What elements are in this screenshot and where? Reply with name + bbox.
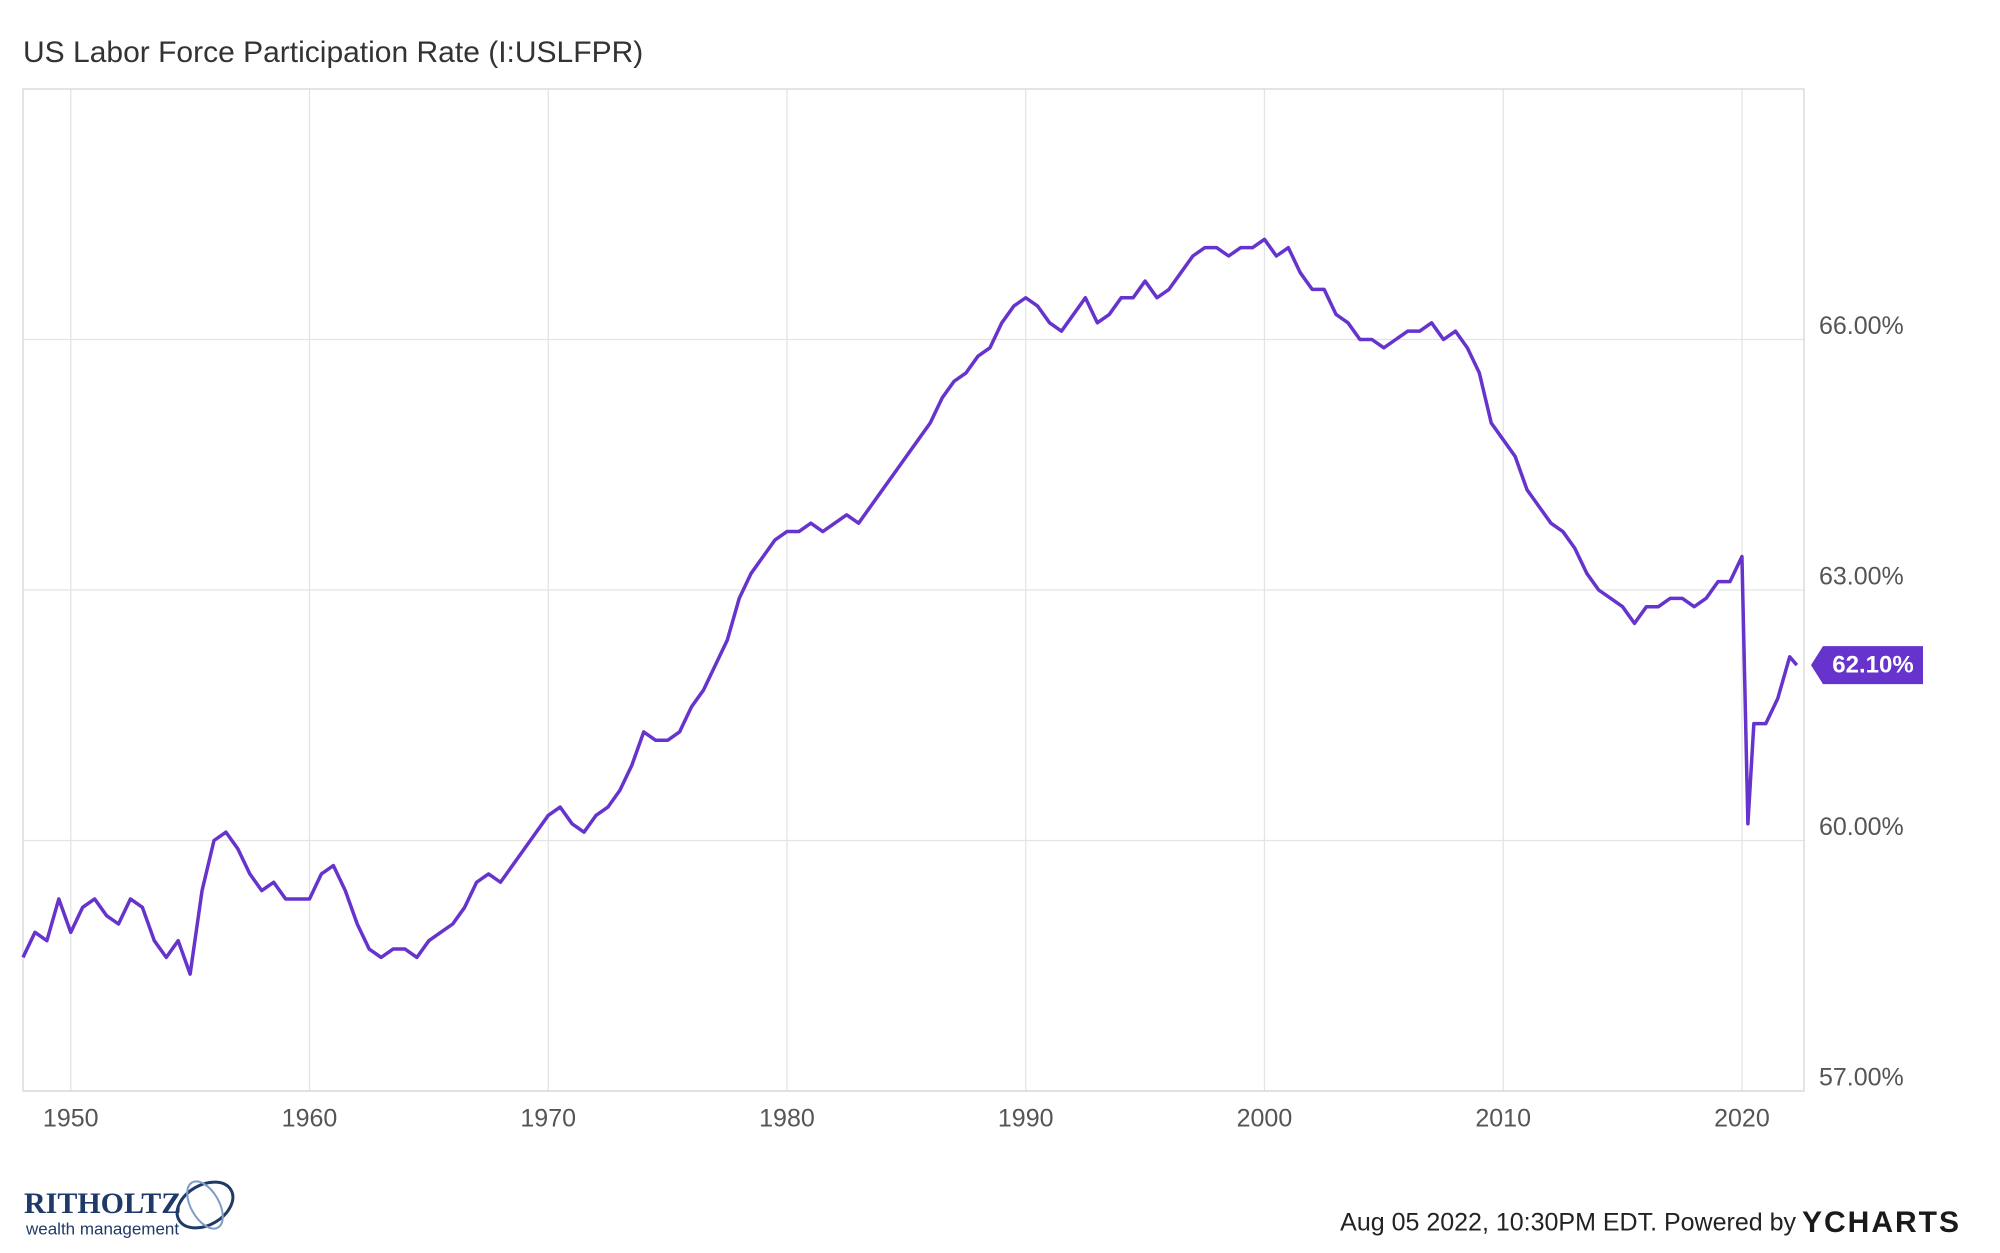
x-tick-label: 1960 (282, 1105, 338, 1133)
y-tick-label: 60.00% (1819, 813, 1904, 841)
logo-icon (186, 1180, 224, 1230)
chart-title: US Labor Force Participation Rate (I:USL… (23, 36, 643, 69)
x-tick-label: 2010 (1475, 1105, 1531, 1133)
x-tick-label: 1950 (43, 1105, 99, 1133)
x-tick-label: 1970 (520, 1105, 576, 1133)
last-value-tag (1811, 646, 1923, 685)
x-tick-label: 1980 (759, 1105, 815, 1133)
logo-icon (175, 1180, 235, 1230)
data-line (21, 237, 1799, 976)
y-tick-label: 66.00% (1819, 312, 1904, 340)
last-value-label: 62.10% (1832, 651, 1913, 678)
logo-sub: wealth management (25, 1219, 179, 1238)
x-tick-label: 2020 (1714, 1105, 1770, 1133)
brand: YCHARTS (1802, 1206, 1961, 1239)
logo-name: RITHOLTZ (24, 1187, 181, 1220)
footer: Aug 05 2022, 10:30PM EDT. Powered by (1340, 1209, 1796, 1237)
x-tick-label: 2000 (1237, 1105, 1293, 1133)
y-tick-label: 57.00% (1819, 1064, 1904, 1092)
plot-border (22, 88, 1805, 1092)
y-tick-label: 63.00% (1819, 563, 1904, 591)
x-tick-label: 1990 (998, 1105, 1054, 1133)
